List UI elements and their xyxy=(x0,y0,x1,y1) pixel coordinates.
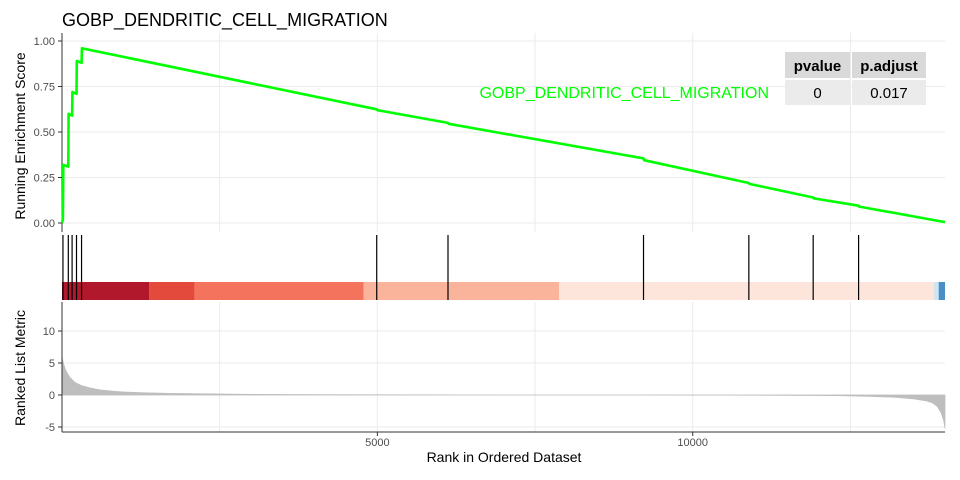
running-enrichment-score-line xyxy=(60,47,946,224)
top-y-tick-label: 0.50 xyxy=(34,127,55,139)
stats-header-pvalue: pvalue xyxy=(794,58,842,75)
ranked-metric-area xyxy=(61,356,946,429)
rank-color-band xyxy=(933,282,939,300)
stats-cell-pvalue-bg xyxy=(785,80,850,105)
x-tick-label: 10000 xyxy=(677,437,708,449)
bottom-panel-y-ticks: -5 0 5 10 xyxy=(43,326,62,434)
bottom-y-tick-label: 0 xyxy=(49,390,55,402)
rank-color-band xyxy=(194,282,364,300)
stats-header-pvalue-bg xyxy=(785,52,850,78)
bottom-y-tick-label: 10 xyxy=(43,326,55,338)
bottom-panel-grid xyxy=(62,302,945,432)
rank-color-band xyxy=(149,282,195,300)
top-y-tick-label: 0.25 xyxy=(34,173,55,185)
gene-hits-panel xyxy=(62,235,945,300)
y-axis-title-ranked-metric: Ranked List Metric xyxy=(12,310,28,426)
running-score-panel: 0.00 0.25 0.50 0.75 1.00 GOBP_DENDRITIC_CELL… xyxy=(34,33,946,232)
bottom-y-tick-label: -5 xyxy=(45,422,55,434)
y-axis-title-running-score: Running Enrichment Score xyxy=(12,52,28,220)
x-axis-title: Rank in Ordered Dataset xyxy=(427,449,582,465)
rank-color-bar xyxy=(62,282,945,300)
chart-title: GOBP_DENDRITIC_CELL_MIGRATION xyxy=(62,10,388,30)
rank-color-band xyxy=(938,282,945,300)
top-y-tick-label: 0.75 xyxy=(34,82,55,94)
bottom-y-tick-label: 5 xyxy=(49,358,55,370)
bottom-panel-x-ticks: 5000 10000 xyxy=(365,432,708,449)
stats-value-pvalue: 0 xyxy=(813,85,821,102)
stats-table: pvalue p.adjust 0 0.017 xyxy=(785,52,926,105)
stats-header-padjust: p.adjust xyxy=(860,58,918,75)
stats-header-padjust-bg xyxy=(852,52,926,78)
x-tick-label: 5000 xyxy=(365,437,389,449)
top-y-tick-label: 0.00 xyxy=(34,218,55,230)
gene-hit-marks xyxy=(62,235,860,300)
stats-cell-padjust-bg xyxy=(852,80,926,105)
rank-color-band xyxy=(559,282,934,300)
ranked-metric-panel: -5 0 5 10 5000 10000 xyxy=(43,302,946,449)
series-label: GOBP_DENDRITIC_CELL_MIGRATION xyxy=(479,85,769,102)
rank-color-band xyxy=(62,282,150,300)
rank-color-band xyxy=(363,282,560,300)
top-y-tick-label: 1.00 xyxy=(34,36,55,48)
stats-value-padjust: 0.017 xyxy=(870,85,908,102)
top-panel-y-ticks: 0.00 0.25 0.50 0.75 1.00 xyxy=(34,36,62,230)
top-panel-grid xyxy=(62,33,945,232)
